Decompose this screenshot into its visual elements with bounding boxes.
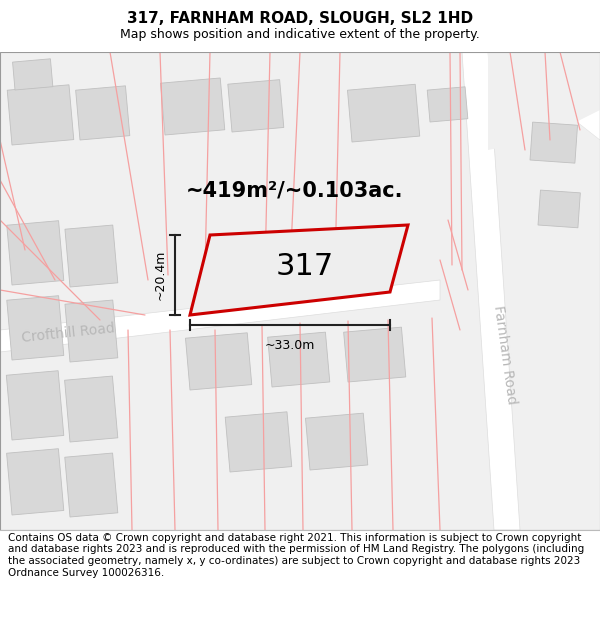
Polygon shape bbox=[160, 78, 225, 135]
Polygon shape bbox=[347, 84, 420, 142]
Polygon shape bbox=[7, 371, 64, 440]
Text: Crofthill Road: Crofthill Road bbox=[248, 276, 343, 300]
Polygon shape bbox=[190, 225, 408, 315]
Text: ~20.4m: ~20.4m bbox=[154, 250, 167, 300]
Polygon shape bbox=[225, 412, 292, 472]
Text: ~419m²/~0.103ac.: ~419m²/~0.103ac. bbox=[186, 180, 404, 200]
Polygon shape bbox=[65, 300, 118, 362]
Polygon shape bbox=[427, 87, 468, 122]
Polygon shape bbox=[7, 449, 64, 515]
Text: 317, FARNHAM ROAD, SLOUGH, SL2 1HD: 317, FARNHAM ROAD, SLOUGH, SL2 1HD bbox=[127, 11, 473, 26]
Text: Map shows position and indicative extent of the property.: Map shows position and indicative extent… bbox=[120, 28, 480, 41]
Polygon shape bbox=[228, 79, 284, 132]
Polygon shape bbox=[65, 453, 118, 517]
Polygon shape bbox=[76, 86, 130, 140]
Polygon shape bbox=[305, 413, 368, 470]
Polygon shape bbox=[0, 280, 440, 352]
Polygon shape bbox=[7, 85, 74, 145]
Text: ~33.0m: ~33.0m bbox=[265, 339, 315, 352]
Text: 317: 317 bbox=[275, 253, 334, 281]
Text: Farnham Road: Farnham Road bbox=[491, 304, 519, 406]
Polygon shape bbox=[440, 52, 600, 140]
Polygon shape bbox=[462, 52, 520, 530]
Polygon shape bbox=[488, 52, 600, 150]
Polygon shape bbox=[185, 332, 252, 390]
Polygon shape bbox=[530, 122, 578, 163]
Polygon shape bbox=[13, 59, 53, 90]
Text: Crofthill Road: Crofthill Road bbox=[20, 321, 115, 345]
Polygon shape bbox=[7, 296, 64, 360]
Polygon shape bbox=[344, 327, 406, 382]
Polygon shape bbox=[7, 221, 64, 285]
Polygon shape bbox=[65, 225, 118, 287]
Text: Contains OS data © Crown copyright and database right 2021. This information is : Contains OS data © Crown copyright and d… bbox=[8, 533, 584, 578]
Polygon shape bbox=[538, 190, 580, 228]
Polygon shape bbox=[65, 376, 118, 442]
Polygon shape bbox=[268, 332, 330, 387]
